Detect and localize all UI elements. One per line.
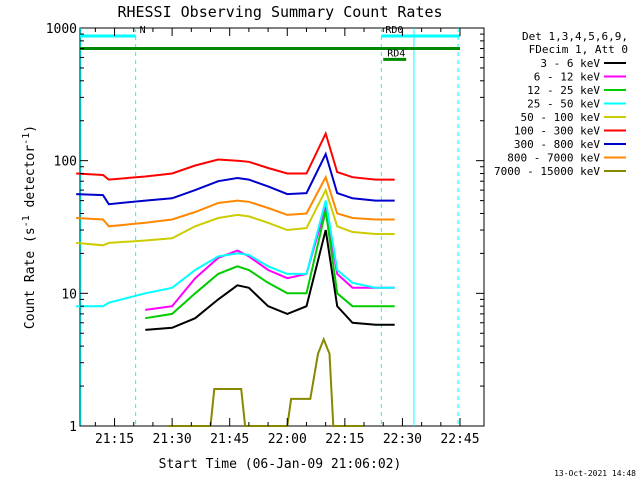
series-line-0 [145,229,395,331]
legend-label-3: 25 - 50 keV [527,98,600,111]
y-axis: 1 10 100 1000 [46,22,484,435]
legend-label-7: 800 - 7000 keV [507,152,600,165]
legend-label-6: 300 - 800 keV [514,138,600,151]
legend-header-1: Det 1,3,4,5,6,9, [522,30,628,43]
y-axis-label-sup2: -1 [21,133,32,145]
series-line-8 [168,336,364,427]
y-axis-label-sup1: -1 [21,215,32,227]
legend-header-2: FDecim 1, Att 0 [529,43,628,56]
y-axis-label-end: ) [23,125,38,133]
legend: Det 1,3,4,5,6,9, FDecim 1, Att 0 3 - 6 k… [494,30,628,178]
x-axis-label: Start Time (06-Jan-09 21:06:02) [159,457,402,472]
state-annotations: N RD0 RD4 [80,25,460,61]
legend-label-2: 12 - 25 keV [527,84,600,97]
series-line-4 [76,187,395,247]
x-tick-label: 22:15 [325,432,364,447]
y-tick-label: 1 [69,420,77,435]
series-line-5 [76,130,395,181]
series-line-6 [76,151,395,206]
y-tick-label: 10 [61,287,77,302]
x-tick-label: 21:15 [95,432,134,447]
y-axis-label: Count Rate (s-1 detector-1) [21,125,38,329]
x-tick-label: 21:30 [153,432,192,447]
x-tick-label: 22:45 [440,432,479,447]
x-tick-label: 22:00 [268,432,307,447]
y-tick-label: 100 [54,155,77,170]
legend-label-5: 100 - 300 keV [514,125,600,138]
legend-label-0: 3 - 6 keV [540,57,600,70]
x-tick-label: 21:45 [210,432,249,447]
chart-title: RHESSI Observing Summary Count Rates [117,3,442,21]
series-line-2 [145,210,395,320]
footer-date: 13-Oct-2021 14:48 [554,469,636,478]
legend-label-1: 6 - 12 keV [534,71,601,84]
series-lines [76,130,395,427]
y-axis-label-mid: detector [23,145,38,216]
series-line-7 [76,174,395,228]
y-axis-label-main: Count Rate (s [23,227,38,329]
x-axis: 21:15 21:30 21:45 22:00 22:15 22:30 22:45 [94,28,480,447]
series-line-3 [76,200,395,308]
attenuator-vertical-lines [80,28,459,426]
annotation-label: RD4 [387,48,405,59]
series-line-1 [145,206,395,311]
legend-label-8: 7000 - 15000 keV [494,165,600,178]
y-tick-label: 1000 [46,22,77,37]
annotation-label: RD0 [385,25,403,36]
legend-label-4: 50 - 100 keV [521,111,601,124]
annotation-label: N [140,25,146,36]
x-tick-label: 22:30 [383,432,422,447]
